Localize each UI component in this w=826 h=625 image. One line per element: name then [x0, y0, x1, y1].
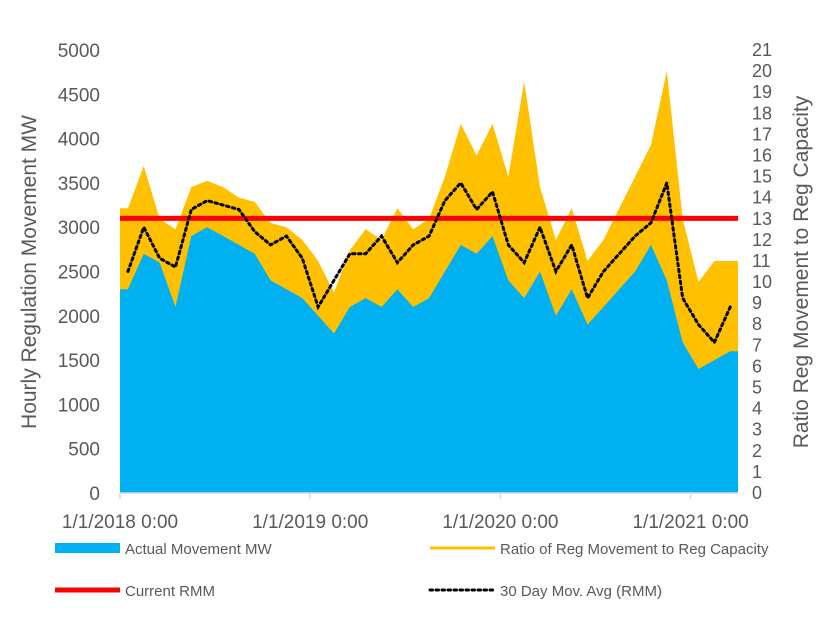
- y-tick-label: 4000: [58, 130, 100, 151]
- y2-tick-label: 15: [752, 167, 772, 187]
- y2-tick-label: 8: [752, 314, 762, 334]
- y-tick-label: 1000: [58, 395, 100, 416]
- y-tick-label: 500: [68, 440, 100, 461]
- y2-tick-label: 3: [752, 420, 762, 440]
- y2-tick-label: 7: [752, 335, 762, 355]
- x-tick-label: 1/1/2018 0:00: [62, 512, 178, 533]
- y-tick-label: 3500: [58, 174, 100, 195]
- legend-label-avg: 30 Day Mov. Avg (RMM): [500, 583, 662, 600]
- y2-axis-label: Ratio Reg Movement to Reg Capacity: [790, 95, 813, 448]
- y2-tick-label: 9: [752, 293, 762, 313]
- x-tick-label: 1/1/2020 0:00: [442, 512, 558, 533]
- y2-tick-label: 4: [752, 399, 762, 419]
- y2-tick-label: 21: [752, 40, 772, 60]
- legend-item-ratio: Ratio of Reg Movement to Reg Capacity: [430, 541, 769, 558]
- y-tick-label: 1500: [58, 351, 100, 372]
- y-tick-label: 2000: [58, 307, 100, 328]
- legend-item-rmm: Current RMM: [55, 583, 215, 600]
- legend-item-avg: 30 Day Mov. Avg (RMM): [430, 583, 662, 600]
- y2-tick-label: 12: [752, 230, 772, 250]
- y2-tick-label: 6: [752, 356, 762, 376]
- y2-tick-label: 17: [752, 124, 772, 144]
- y-tick-label: 2500: [58, 263, 100, 284]
- y-axis-label: Hourly Regulation Movement MW: [18, 115, 41, 429]
- y2-tick-label: 2: [752, 441, 762, 461]
- y-tick-label: 0: [89, 484, 100, 505]
- legend-swatch-actual: [55, 543, 120, 553]
- x-tick-label: 1/1/2019 0:00: [252, 512, 368, 533]
- x-tick-label: 1/1/2021 0:00: [632, 512, 748, 533]
- y2-tick-label: 10: [752, 272, 772, 292]
- plot-area: [120, 71, 738, 493]
- legend-label-actual: Actual Movement MW: [125, 541, 273, 558]
- y2-tick-label: 5: [752, 378, 762, 398]
- legend-label-rmm: Current RMM: [125, 583, 215, 600]
- legend: Actual Movement MW Ratio of Reg Movement…: [55, 541, 769, 600]
- y2-tick-label: 13: [752, 209, 772, 229]
- legend-item-actual: Actual Movement MW: [55, 541, 273, 558]
- y-tick-label: 4500: [58, 85, 100, 106]
- y-tick-label: 5000: [58, 41, 100, 62]
- y2-tick-label: 18: [752, 103, 772, 123]
- legend-label-ratio: Ratio of Reg Movement to Reg Capacity: [500, 541, 769, 558]
- y2-tick-label: 0: [752, 483, 762, 503]
- x-axis-ticks: 1/1/2018 0:00 1/1/2019 0:00 1/1/2020 0:00 1…: [62, 493, 749, 533]
- y2-tick-label: 1: [752, 462, 762, 482]
- y2-tick-label: 20: [752, 61, 772, 81]
- y-tick-label: 3000: [58, 218, 100, 239]
- y2-tick-label: 16: [752, 145, 772, 165]
- y2-tick-label: 11: [752, 251, 771, 271]
- left-axis-ticks: 0 500 1000 1500 2000 2500 3000 3500 4000 4500 5000: [58, 41, 100, 505]
- y2-tick-label: 19: [752, 82, 772, 102]
- y2-tick-label: 14: [752, 188, 772, 208]
